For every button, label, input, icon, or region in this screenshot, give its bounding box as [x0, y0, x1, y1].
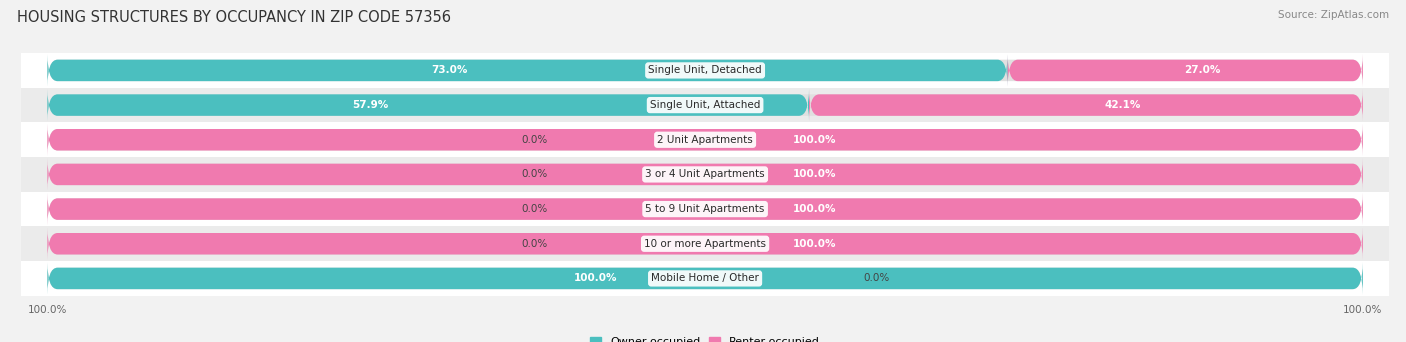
Text: 5 to 9 Unit Apartments: 5 to 9 Unit Apartments: [645, 204, 765, 214]
Text: 0.0%: 0.0%: [522, 204, 547, 214]
Text: 73.0%: 73.0%: [432, 65, 468, 76]
Text: 2 Unit Apartments: 2 Unit Apartments: [657, 135, 754, 145]
Text: Source: ZipAtlas.com: Source: ZipAtlas.com: [1278, 10, 1389, 20]
Text: Mobile Home / Other: Mobile Home / Other: [651, 273, 759, 284]
Text: 27.0%: 27.0%: [1184, 65, 1220, 76]
Text: 0.0%: 0.0%: [522, 239, 547, 249]
Bar: [21, 261, 1389, 296]
Text: 100.0%: 100.0%: [793, 204, 837, 214]
FancyBboxPatch shape: [48, 228, 1362, 260]
FancyBboxPatch shape: [48, 228, 1362, 260]
Text: 100.0%: 100.0%: [574, 273, 617, 284]
Text: 100.0%: 100.0%: [793, 169, 837, 180]
Text: 100.0%: 100.0%: [793, 135, 837, 145]
Text: 0.0%: 0.0%: [522, 169, 547, 180]
Text: 100.0%: 100.0%: [793, 239, 837, 249]
Bar: [21, 226, 1389, 261]
Bar: [21, 88, 1389, 122]
FancyBboxPatch shape: [48, 89, 1362, 121]
FancyBboxPatch shape: [48, 193, 1362, 225]
FancyBboxPatch shape: [48, 193, 1362, 225]
Text: Single Unit, Detached: Single Unit, Detached: [648, 65, 762, 76]
FancyBboxPatch shape: [48, 158, 1362, 190]
Bar: [21, 192, 1389, 226]
Text: 0.0%: 0.0%: [522, 135, 547, 145]
Text: 57.9%: 57.9%: [352, 100, 388, 110]
FancyBboxPatch shape: [48, 89, 808, 121]
FancyBboxPatch shape: [48, 262, 1362, 294]
Text: Single Unit, Attached: Single Unit, Attached: [650, 100, 761, 110]
FancyBboxPatch shape: [48, 123, 1362, 156]
FancyBboxPatch shape: [48, 54, 1008, 87]
Text: 3 or 4 Unit Apartments: 3 or 4 Unit Apartments: [645, 169, 765, 180]
FancyBboxPatch shape: [48, 158, 1362, 190]
Legend: Owner-occupied, Renter-occupied: Owner-occupied, Renter-occupied: [586, 332, 824, 342]
FancyBboxPatch shape: [1008, 54, 1362, 87]
FancyBboxPatch shape: [48, 262, 1362, 294]
FancyBboxPatch shape: [48, 54, 1362, 87]
Text: 42.1%: 42.1%: [1105, 100, 1142, 110]
Bar: [21, 53, 1389, 88]
Text: 10 or more Apartments: 10 or more Apartments: [644, 239, 766, 249]
Bar: [21, 157, 1389, 192]
Text: 0.0%: 0.0%: [863, 273, 889, 284]
Text: HOUSING STRUCTURES BY OCCUPANCY IN ZIP CODE 57356: HOUSING STRUCTURES BY OCCUPANCY IN ZIP C…: [17, 10, 451, 25]
FancyBboxPatch shape: [808, 89, 1362, 121]
Bar: [21, 122, 1389, 157]
FancyBboxPatch shape: [48, 123, 1362, 156]
